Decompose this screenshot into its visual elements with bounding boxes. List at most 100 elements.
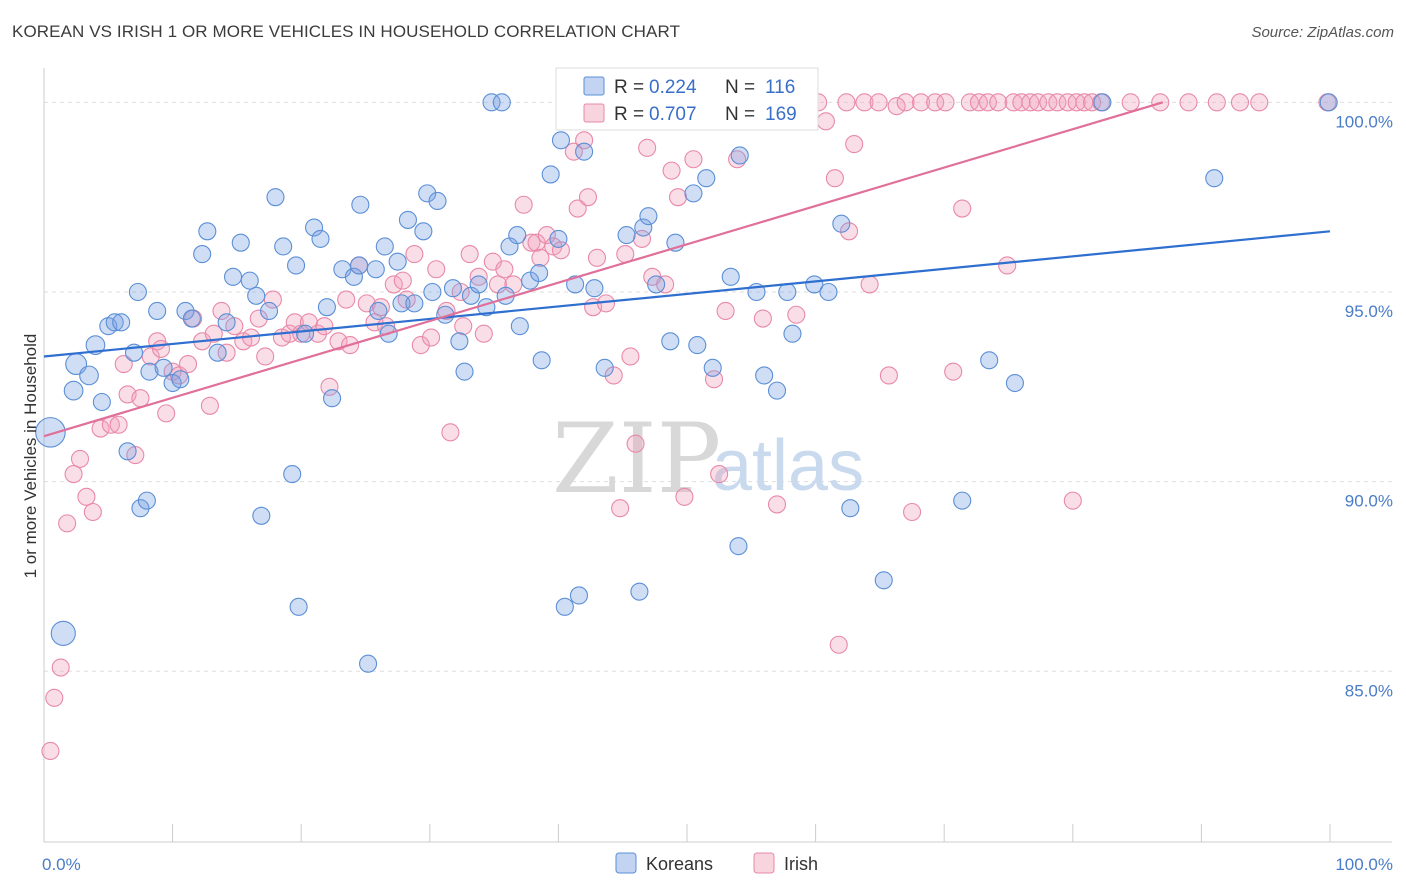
irish-point bbox=[384, 275, 403, 294]
korean-point bbox=[131, 499, 150, 518]
korean-point bbox=[375, 237, 394, 256]
irish-point bbox=[514, 195, 533, 214]
legend-n-value-irish: 169 bbox=[765, 104, 797, 125]
korean-point bbox=[953, 491, 972, 510]
irish-point bbox=[212, 301, 231, 321]
korean-point bbox=[414, 222, 433, 241]
korean-point bbox=[369, 301, 388, 321]
legend-n-label-koreans: N = bbox=[725, 77, 755, 98]
x-tick-label-max: 100.0% bbox=[1335, 855, 1393, 874]
korean-point bbox=[703, 358, 722, 377]
irish-point bbox=[638, 138, 657, 157]
irish-point bbox=[1121, 93, 1140, 112]
korean-point bbox=[874, 571, 893, 590]
irish-point bbox=[114, 355, 133, 374]
series-legend: Koreans Irish bbox=[615, 852, 818, 874]
irish-point bbox=[611, 499, 630, 518]
irish-point bbox=[587, 248, 607, 267]
korean-point bbox=[1319, 93, 1338, 112]
legend-swatch-koreans bbox=[583, 76, 605, 96]
korean-point bbox=[418, 184, 437, 203]
irish-point bbox=[131, 389, 150, 408]
irish-point bbox=[1230, 93, 1250, 112]
legend-r-label-koreans: R = bbox=[614, 77, 644, 98]
irish-point bbox=[926, 93, 945, 112]
irish-point bbox=[422, 328, 441, 347]
korean-point bbox=[305, 218, 324, 237]
korean-point bbox=[252, 506, 271, 525]
korean-point bbox=[630, 582, 649, 601]
korean-point bbox=[193, 245, 212, 264]
korean-point bbox=[755, 366, 774, 385]
korean-points bbox=[35, 93, 1338, 673]
korean-point bbox=[778, 282, 797, 302]
korean-point bbox=[344, 267, 363, 286]
korean-trend-line bbox=[43, 230, 1331, 358]
axes bbox=[43, 68, 1392, 843]
y-tick-label: 95.0% bbox=[1345, 302, 1393, 321]
irish-point bbox=[178, 355, 198, 374]
irish-point bbox=[710, 465, 729, 484]
y-axis-label: 1 or more Vehicles in Household bbox=[21, 334, 40, 579]
irish-point bbox=[787, 305, 806, 324]
irish-point bbox=[837, 93, 856, 112]
korean-point bbox=[450, 332, 469, 351]
irish-point bbox=[70, 449, 90, 468]
korean-point bbox=[50, 620, 76, 646]
korean-point bbox=[350, 256, 369, 275]
y-tick-labels: 85.0% 90.0% 95.0% 100.0% bbox=[1335, 112, 1393, 700]
korean-point bbox=[398, 210, 417, 229]
korean-point bbox=[1205, 169, 1224, 188]
korean-point bbox=[351, 195, 370, 214]
korean-point bbox=[266, 188, 285, 207]
korean-point bbox=[1093, 93, 1112, 112]
bottom-legend-koreans: Koreans bbox=[646, 854, 713, 874]
y-tick-label: 85.0% bbox=[1345, 681, 1393, 700]
korean-point bbox=[85, 335, 106, 355]
korean-point bbox=[283, 465, 302, 484]
legend-r-label-irish: R = bbox=[614, 104, 644, 125]
korean-point bbox=[541, 165, 560, 184]
irish-point bbox=[495, 260, 514, 279]
irish-point bbox=[662, 161, 681, 180]
irish-point bbox=[41, 741, 60, 761]
irish-point bbox=[285, 313, 304, 332]
korean-point bbox=[647, 275, 666, 294]
korean-point bbox=[388, 252, 407, 271]
korean-point bbox=[841, 499, 860, 518]
irish-point bbox=[83, 502, 102, 522]
irish-point bbox=[829, 635, 848, 654]
irish-point bbox=[77, 487, 96, 506]
korean-point bbox=[176, 301, 195, 321]
korean-point bbox=[35, 417, 66, 448]
korean-point bbox=[392, 294, 411, 313]
irish-point bbox=[1207, 93, 1226, 112]
korean-point bbox=[575, 142, 594, 161]
korean-point bbox=[140, 362, 159, 381]
korean-point bbox=[274, 237, 293, 256]
irish-point bbox=[887, 97, 906, 116]
korean-point bbox=[423, 282, 442, 302]
korean-point bbox=[469, 275, 488, 294]
chart-title: KOREAN VS IRISH 1 OR MORE VEHICLES IN HO… bbox=[12, 22, 681, 41]
korean-point bbox=[223, 267, 243, 286]
irish-point bbox=[531, 248, 550, 267]
irish-point bbox=[716, 301, 735, 321]
bottom-legend-irish: Irish bbox=[784, 854, 818, 874]
korean-point bbox=[105, 313, 124, 332]
korean-point bbox=[532, 351, 551, 370]
irish-point bbox=[998, 256, 1017, 275]
irish-point bbox=[249, 309, 268, 328]
irish-point bbox=[879, 366, 898, 385]
irish-point bbox=[329, 332, 348, 351]
irish-point bbox=[454, 317, 473, 336]
korean-point bbox=[366, 260, 385, 279]
korean-point bbox=[405, 294, 424, 313]
irish-point bbox=[469, 267, 488, 286]
korean-point bbox=[259, 301, 279, 321]
y-tick-label: 100.0% bbox=[1335, 112, 1393, 131]
korean-point bbox=[980, 351, 999, 370]
irish-point bbox=[944, 362, 963, 381]
korean-point bbox=[530, 263, 549, 283]
irish-point bbox=[568, 199, 587, 218]
